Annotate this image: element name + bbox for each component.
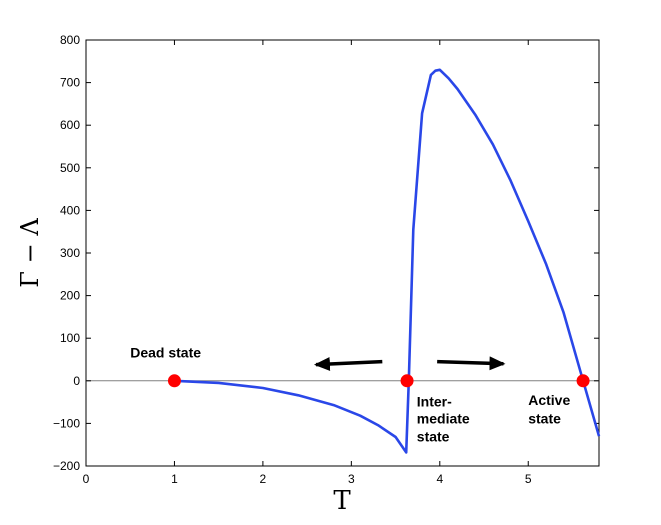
- x-axis-title: T: [333, 486, 351, 516]
- x-tick-label: 2: [260, 472, 267, 486]
- y-tick-label: −100: [53, 416, 80, 430]
- y-tick-label: 200: [60, 289, 80, 303]
- y-axis: −200 −100 0 100 200 300 400 500 600 700 800: [53, 33, 599, 473]
- state-annotation: state: [528, 410, 561, 426]
- x-tick-label: 1: [171, 472, 178, 486]
- series-line: [174, 68, 601, 454]
- x-tick-label: 5: [525, 472, 532, 486]
- x-tick-label: 0: [83, 472, 90, 486]
- y-tick-label: 400: [60, 203, 80, 217]
- x-tick-label: 3: [348, 472, 355, 486]
- x-tick-label: 4: [436, 472, 443, 486]
- state-annotation: Active: [528, 392, 570, 408]
- state-annotation: Dead state: [130, 344, 201, 360]
- plot-area: [85, 39, 600, 467]
- direction-arrow: [313, 356, 383, 371]
- fixed-point-marker: [400, 374, 414, 388]
- y-tick-label: 300: [60, 246, 80, 260]
- y-tick-label: 600: [60, 118, 80, 132]
- y-tick-label: 0: [73, 374, 80, 388]
- y-axis-title: Γ − Λ: [16, 218, 44, 288]
- state-annotation: mediate: [417, 410, 470, 426]
- y-tick-label: 700: [60, 76, 80, 90]
- direction-arrow: [437, 356, 506, 371]
- y-tick-label: −200: [53, 459, 80, 473]
- y-tick-label: 100: [60, 331, 80, 345]
- state-annotation: Inter-: [417, 393, 452, 409]
- fixed-point-marker: [576, 374, 590, 388]
- x-axis: 0 1 2 3 4 5: [83, 40, 532, 486]
- state-annotation: state: [417, 429, 450, 445]
- y-tick-label: 800: [60, 33, 80, 47]
- y-tick-label: 500: [60, 161, 80, 175]
- fixed-point-marker: [167, 374, 181, 388]
